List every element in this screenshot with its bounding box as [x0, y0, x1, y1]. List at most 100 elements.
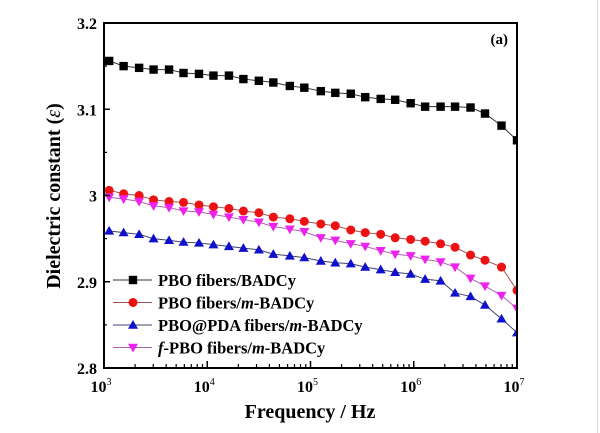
legend-label-part: -BADCy	[302, 316, 363, 335]
data-point-triangle-down	[345, 240, 356, 249]
legend-marker-triangle-up	[128, 320, 138, 329]
data-point-circle	[285, 214, 295, 224]
data-point-square	[209, 71, 218, 80]
data-point-square	[316, 86, 326, 96]
data-point-square	[346, 89, 355, 98]
data-point-triangle-up	[465, 291, 476, 301]
data-point-circle	[179, 197, 189, 207]
x-tick-exponent: 6	[416, 377, 421, 388]
data-point-square	[134, 63, 144, 73]
data-point-triangle-up	[496, 313, 507, 323]
y-tick-label: 2.9	[77, 275, 97, 292]
legend-label-part: -BADCy	[254, 294, 315, 313]
data-point-circle	[238, 206, 248, 216]
series-line	[108, 60, 517, 141]
x-tick-exponent: 3	[107, 377, 112, 388]
data-point-triangle-up	[315, 256, 326, 265]
legend-label: PBO fibers/m-BADCy	[158, 294, 315, 313]
data-point-circle	[104, 185, 114, 195]
y-axis-label-main: Dielectric constant (	[43, 117, 65, 288]
data-point-triangle-up	[284, 250, 295, 260]
data-point-triangle-up	[148, 233, 159, 243]
data-point-triangle-down	[284, 225, 295, 235]
series-pbo-fibers-m-badcy	[104, 185, 517, 295]
data-point-triangle-down	[315, 234, 326, 243]
data-point-circle	[164, 197, 174, 207]
data-point-triangle-down	[148, 202, 159, 211]
panel-label: (a)	[491, 32, 509, 48]
data-point-triangle-down	[330, 236, 341, 246]
legend-item: PBO@PDA fibers/m-BADCy	[113, 316, 363, 335]
x-tick-label: 105	[297, 377, 318, 396]
data-point-triangle-down	[299, 228, 310, 237]
data-point-triangle-up	[435, 275, 446, 285]
data-point-triangle-down	[268, 222, 279, 232]
legend-item: PBO fibers/BADCy	[113, 271, 297, 290]
legend-label: f-PBO fibers/m-BADCy	[158, 339, 326, 358]
data-point-triangle-up	[375, 264, 386, 274]
data-point-square	[436, 102, 445, 111]
data-point-circle	[268, 212, 278, 222]
data-point-square	[254, 76, 264, 85]
data-point-circle	[390, 233, 400, 243]
data-point-triangle-up	[118, 227, 129, 237]
data-point-square	[104, 56, 114, 66]
legend-label-part: m	[241, 294, 254, 313]
data-point-square	[119, 61, 128, 71]
data-point-circle	[346, 225, 356, 235]
data-point-triangle-up	[450, 287, 461, 297]
x-tick-base: 10	[194, 379, 210, 396]
data-point-triangle-down	[390, 250, 401, 260]
data-point-triangle-down	[118, 195, 129, 204]
data-point-circle	[254, 208, 264, 218]
x-axis-label: Frequency / Hz	[245, 401, 376, 423]
series-line	[109, 196, 517, 309]
data-point-triangle-down	[238, 215, 249, 225]
x-tick-label: 103	[91, 377, 112, 396]
data-point-circle	[208, 202, 218, 212]
data-point-triangle-up	[390, 267, 401, 276]
data-point-triangle-down	[450, 263, 461, 273]
data-point-square	[390, 95, 400, 104]
data-point-triangle-up	[238, 243, 249, 252]
data-point-circle	[406, 234, 416, 244]
data-point-triangle-down	[479, 282, 490, 292]
legend-label-part: m	[252, 339, 265, 358]
data-point-circle	[376, 229, 386, 239]
y-axis-label-symbol: ε	[43, 110, 65, 118]
legend-label: PBO fibers/BADCy	[158, 271, 297, 290]
data-point-triangle-up	[253, 244, 264, 254]
data-point-triangle-down	[375, 247, 386, 256]
data-point-square	[285, 81, 295, 91]
data-point-triangle-up	[134, 229, 145, 239]
legend-item: f-PBO fibers/m-BADCy	[113, 339, 326, 358]
y-tick-label: 2.8	[77, 361, 97, 378]
data-point-circle	[436, 239, 446, 249]
data-point-triangle-up	[420, 274, 431, 283]
data-point-triangle-up	[330, 257, 341, 267]
data-point-triangle-up	[208, 239, 219, 249]
y-axis-label-close: )	[43, 103, 65, 110]
data-point-circle	[450, 242, 460, 252]
data-point-triangle-down	[164, 203, 175, 213]
legend-marker-circle	[128, 298, 138, 307]
data-point-square	[497, 121, 506, 130]
data-point-triangle-down	[223, 213, 234, 223]
data-point-triangle-down	[208, 210, 219, 220]
legend-label-part: PBO fibers/	[158, 294, 241, 313]
data-point-square	[331, 88, 340, 98]
data-point-triangle-down	[420, 255, 431, 265]
data-point-square	[450, 102, 460, 111]
series-line	[109, 230, 517, 334]
data-point-triangle-down	[512, 304, 517, 314]
x-tick-base: 10	[297, 379, 313, 396]
legend-label: PBO@PDA fibers/m-BADCy	[158, 316, 363, 335]
x-tick-base: 10	[91, 379, 107, 396]
data-point-square	[164, 65, 174, 74]
data-point-square	[300, 83, 309, 92]
data-point-triangle-up	[268, 249, 279, 258]
data-point-triangle-up	[223, 241, 234, 251]
x-tick-base: 10	[400, 379, 416, 396]
